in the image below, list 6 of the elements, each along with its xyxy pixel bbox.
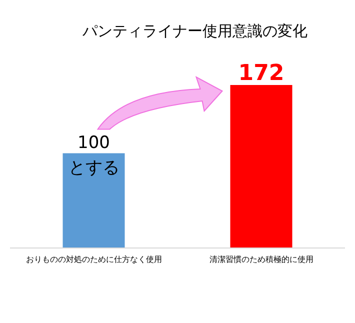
annotation: とする xyxy=(68,158,120,178)
chart-title: パンティライナー使用意識の変化 xyxy=(82,22,308,40)
data-label: 172 xyxy=(238,61,284,86)
x-tick-label: おりものの対処のために仕方なく使用 xyxy=(26,255,162,264)
data-label: 100 xyxy=(78,133,110,154)
x-tick-label: 清潔習慣のため積極的に使用 xyxy=(209,255,314,264)
